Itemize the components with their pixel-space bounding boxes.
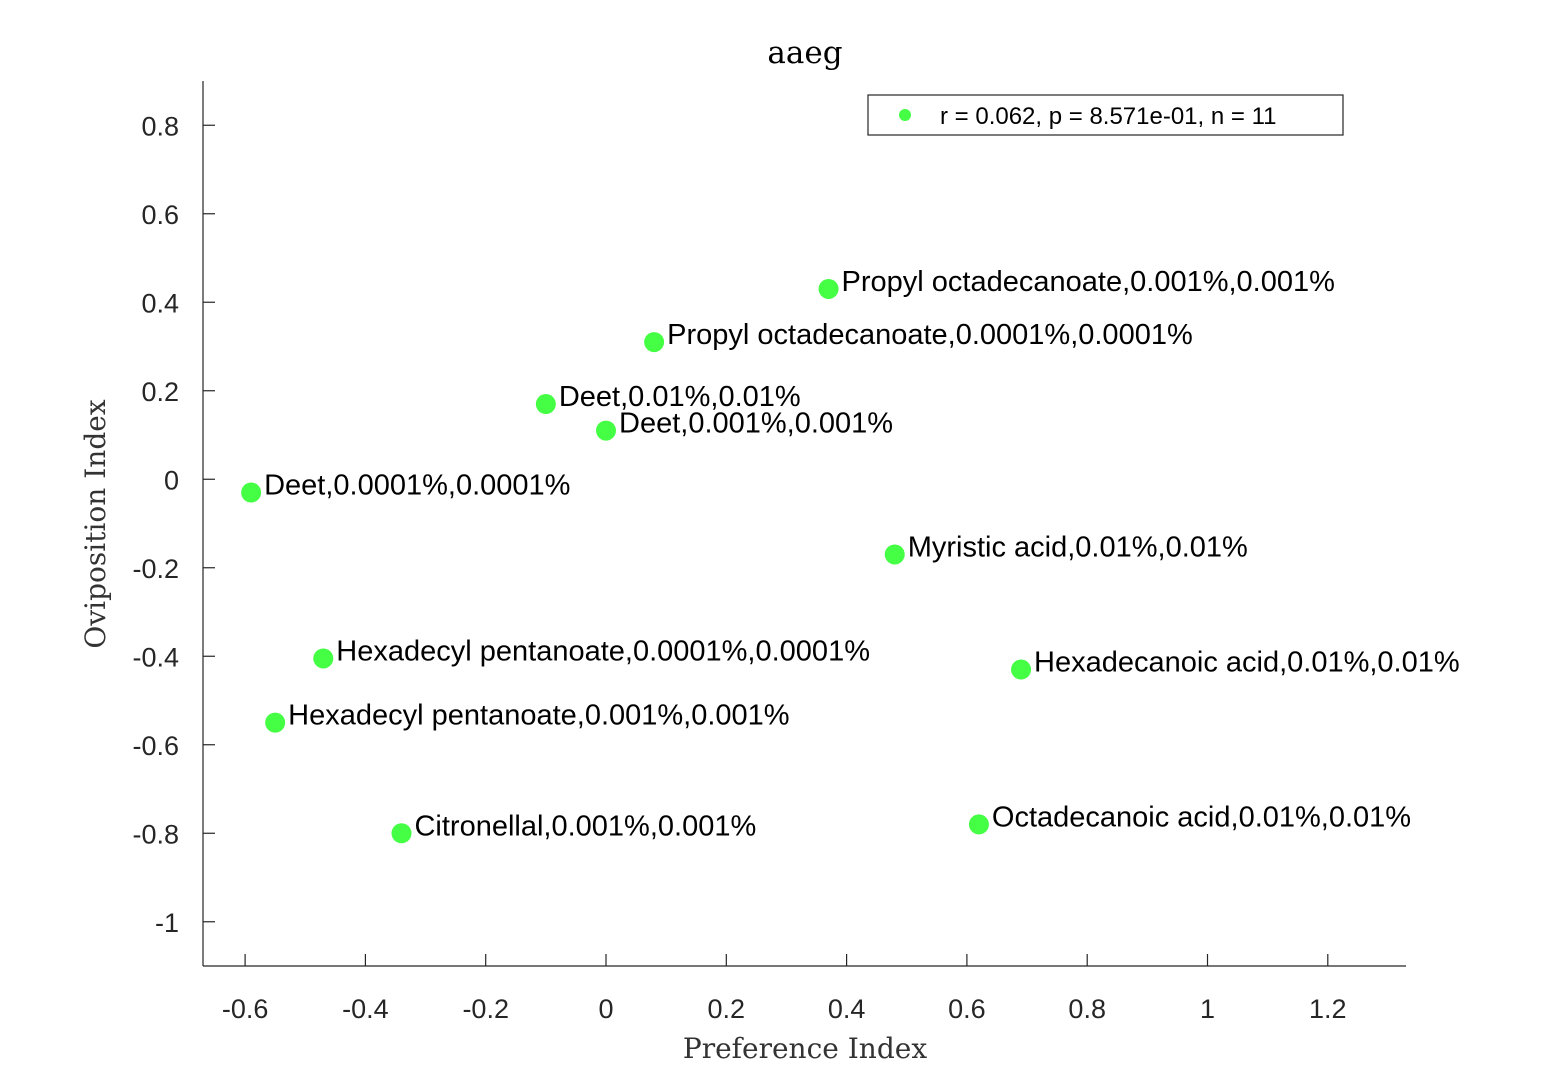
y-tick-label: -0.6	[132, 731, 179, 761]
x-tick-label: -0.6	[222, 994, 269, 1024]
data-point	[313, 648, 334, 669]
data-point-label: Octadecanoic acid,0.01%,0.01%	[992, 801, 1411, 833]
data-point-label: Hexadecanoic acid,0.01%,0.01%	[1034, 647, 1460, 679]
legend-entry: r = 0.062, p = 8.571e-01, n = 11	[940, 103, 1276, 130]
data-point-label: Myristic acid,0.01%,0.01%	[908, 531, 1248, 563]
y-tick-label: 0.2	[141, 377, 179, 407]
y-tick-label: -0.2	[132, 554, 179, 584]
legend-box	[867, 94, 1344, 136]
x-tick-label: 0	[598, 994, 613, 1024]
data-point-label: Propyl octadecanoate,0.001%,0.001%	[842, 266, 1335, 298]
x-tick-label: 0.8	[1068, 994, 1106, 1024]
data-point-label: Deet,0.0001%,0.0001%	[264, 470, 570, 502]
data-point-label: Citronellal,0.001%,0.001%	[414, 810, 756, 842]
y-tick-label: -0.8	[132, 819, 179, 849]
data-point	[535, 394, 556, 415]
data-point	[241, 482, 262, 503]
y-tick-label: 0.8	[141, 111, 179, 141]
y-axis-label: Oviposition Index	[79, 399, 112, 648]
data-point	[968, 814, 989, 835]
data-point	[596, 420, 617, 441]
data-point	[884, 544, 905, 565]
data-point	[644, 332, 665, 353]
data-points: Propyl octadecanoate,0.001%,0.001% Propyl…	[241, 266, 1460, 844]
data-point-label: Propyl octadecanoate,0.0001%,0.0001%	[667, 319, 1193, 351]
y-tick-label: 0.4	[141, 288, 179, 318]
x-axis-label: Preference Index	[683, 1032, 927, 1065]
x-tick-label: 0.2	[708, 994, 746, 1024]
data-point-label: Deet,0.001%,0.001%	[619, 408, 893, 440]
axes: -0.6 -0.4 -0.2 0 0.2 0.4 0.6 0.8 1 1.2 0.8 0.6 0.4 0.…	[132, 81, 1406, 1024]
data-point	[391, 823, 412, 844]
data-point-label: Deet,0.01%,0.01%	[559, 381, 801, 413]
data-point	[1011, 659, 1032, 680]
x-tick-label: 0.4	[828, 994, 866, 1024]
data-point-label: Hexadecyl pentanoate,0.0001%,0.0001%	[336, 635, 870, 667]
x-tick-label: 1.2	[1309, 994, 1347, 1024]
y-tick-label: 0	[164, 465, 179, 495]
x-tick-label: -0.4	[342, 994, 389, 1024]
x-tick-label: 1	[1200, 994, 1215, 1024]
data-point	[265, 712, 286, 733]
x-tick-label: -0.2	[462, 994, 509, 1024]
x-tick-label: 0.6	[948, 994, 986, 1024]
y-tick-label: -1	[155, 908, 179, 938]
data-point	[818, 278, 839, 299]
y-tick-label: 0.6	[141, 200, 179, 230]
chart-title: aaeg	[767, 35, 842, 71]
legend-marker	[899, 109, 911, 121]
data-point-label: Hexadecyl pentanoate,0.001%,0.001%	[288, 700, 789, 732]
legend: r = 0.062, p = 8.571e-01, n = 11	[867, 94, 1344, 136]
y-tick-label: -0.4	[132, 642, 179, 672]
